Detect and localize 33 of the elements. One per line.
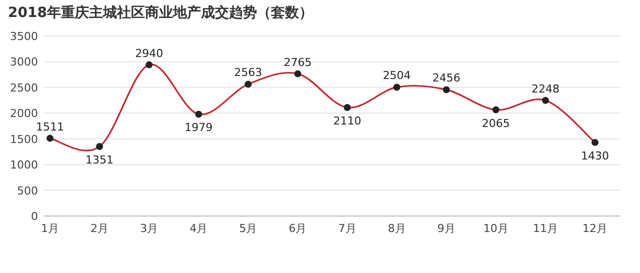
x-tick-label: 8月 bbox=[388, 222, 406, 235]
chart-title: 2018年重庆主城社区商业地产成交趋势（套数） bbox=[8, 4, 313, 21]
data-label: 2765 bbox=[284, 56, 312, 69]
data-label: 2563 bbox=[234, 66, 262, 80]
x-tick-label: 11月 bbox=[532, 222, 558, 235]
y-tick-label: 0 bbox=[31, 210, 38, 223]
data-label: 2110 bbox=[333, 114, 362, 128]
x-tick-label: 1月 bbox=[41, 222, 59, 235]
y-tick-label: 2500 bbox=[10, 81, 38, 94]
x-tick-label: 12月 bbox=[582, 222, 608, 235]
data-label: 1511 bbox=[36, 120, 64, 134]
data-label: 2456 bbox=[432, 72, 460, 85]
x-tick-label: 4月 bbox=[190, 222, 208, 235]
x-tick-label: 5月 bbox=[239, 222, 258, 235]
x-tick-label: 6月 bbox=[288, 222, 307, 235]
data-label: 2504 bbox=[382, 69, 411, 82]
x-tick-label: 2月 bbox=[90, 222, 109, 235]
x-tick-label: 9月 bbox=[437, 222, 456, 235]
data-label: 1351 bbox=[86, 154, 114, 167]
data-label: 2940 bbox=[135, 46, 164, 60]
y-tick-label: 1000 bbox=[10, 158, 38, 172]
data-label: 2065 bbox=[482, 116, 510, 130]
x-tick-label: 3月 bbox=[140, 222, 158, 235]
y-tick-label: 500 bbox=[17, 184, 38, 198]
y-tick-label: 3000 bbox=[10, 56, 38, 69]
x-tick-label: 10月 bbox=[483, 222, 508, 235]
y-tick-label: 1500 bbox=[10, 132, 38, 146]
data-label: 1979 bbox=[184, 121, 213, 134]
y-tick-label: 2000 bbox=[10, 107, 38, 120]
y-tick-label: 3500 bbox=[10, 30, 38, 43]
x-tick-label: 7月 bbox=[338, 222, 356, 235]
data-label: 2248 bbox=[531, 82, 560, 96]
data-label: 1430 bbox=[581, 149, 609, 162]
